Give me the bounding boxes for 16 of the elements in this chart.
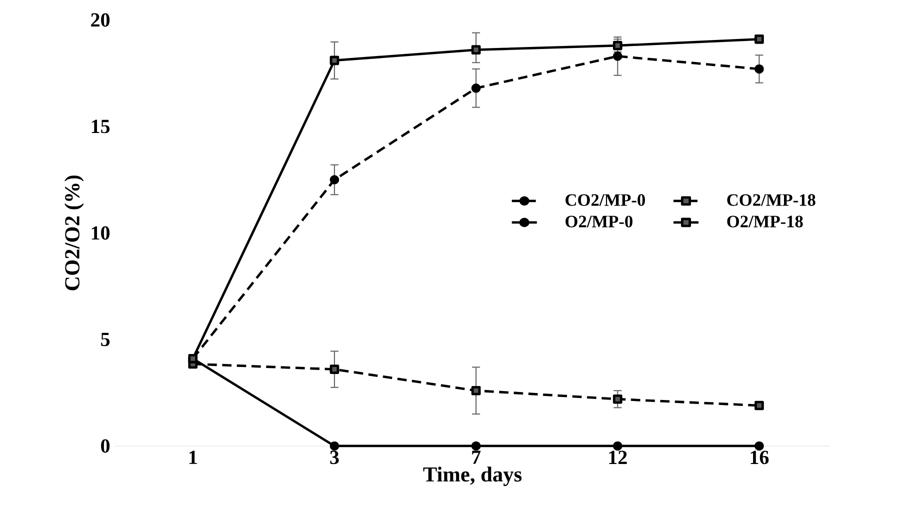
y-tick-label: 10: [92, 226, 110, 240]
x-axis-title: Time, days: [423, 466, 522, 486]
x-tick-label: 3: [330, 450, 339, 464]
y-tick-label: 20: [91, 13, 110, 27]
legend-label: O2/MP-18: [727, 216, 803, 228]
x-tick-label: 12: [609, 450, 627, 464]
legend-label: CO2/MP-18: [727, 194, 816, 206]
y-axis-title: CO2/O2 (%): [64, 176, 84, 290]
y-tick-label: 15: [92, 120, 110, 134]
y-tick-label: 0: [101, 439, 110, 453]
x-tick-label: 1: [189, 450, 197, 464]
legend-label: CO2/MP-0: [566, 194, 645, 206]
y-tick-label: 5: [101, 332, 110, 346]
x-tick-label: 16: [750, 450, 769, 464]
x-tick-label: 7: [472, 450, 481, 464]
legend-label: O2/MP-0: [566, 216, 632, 228]
